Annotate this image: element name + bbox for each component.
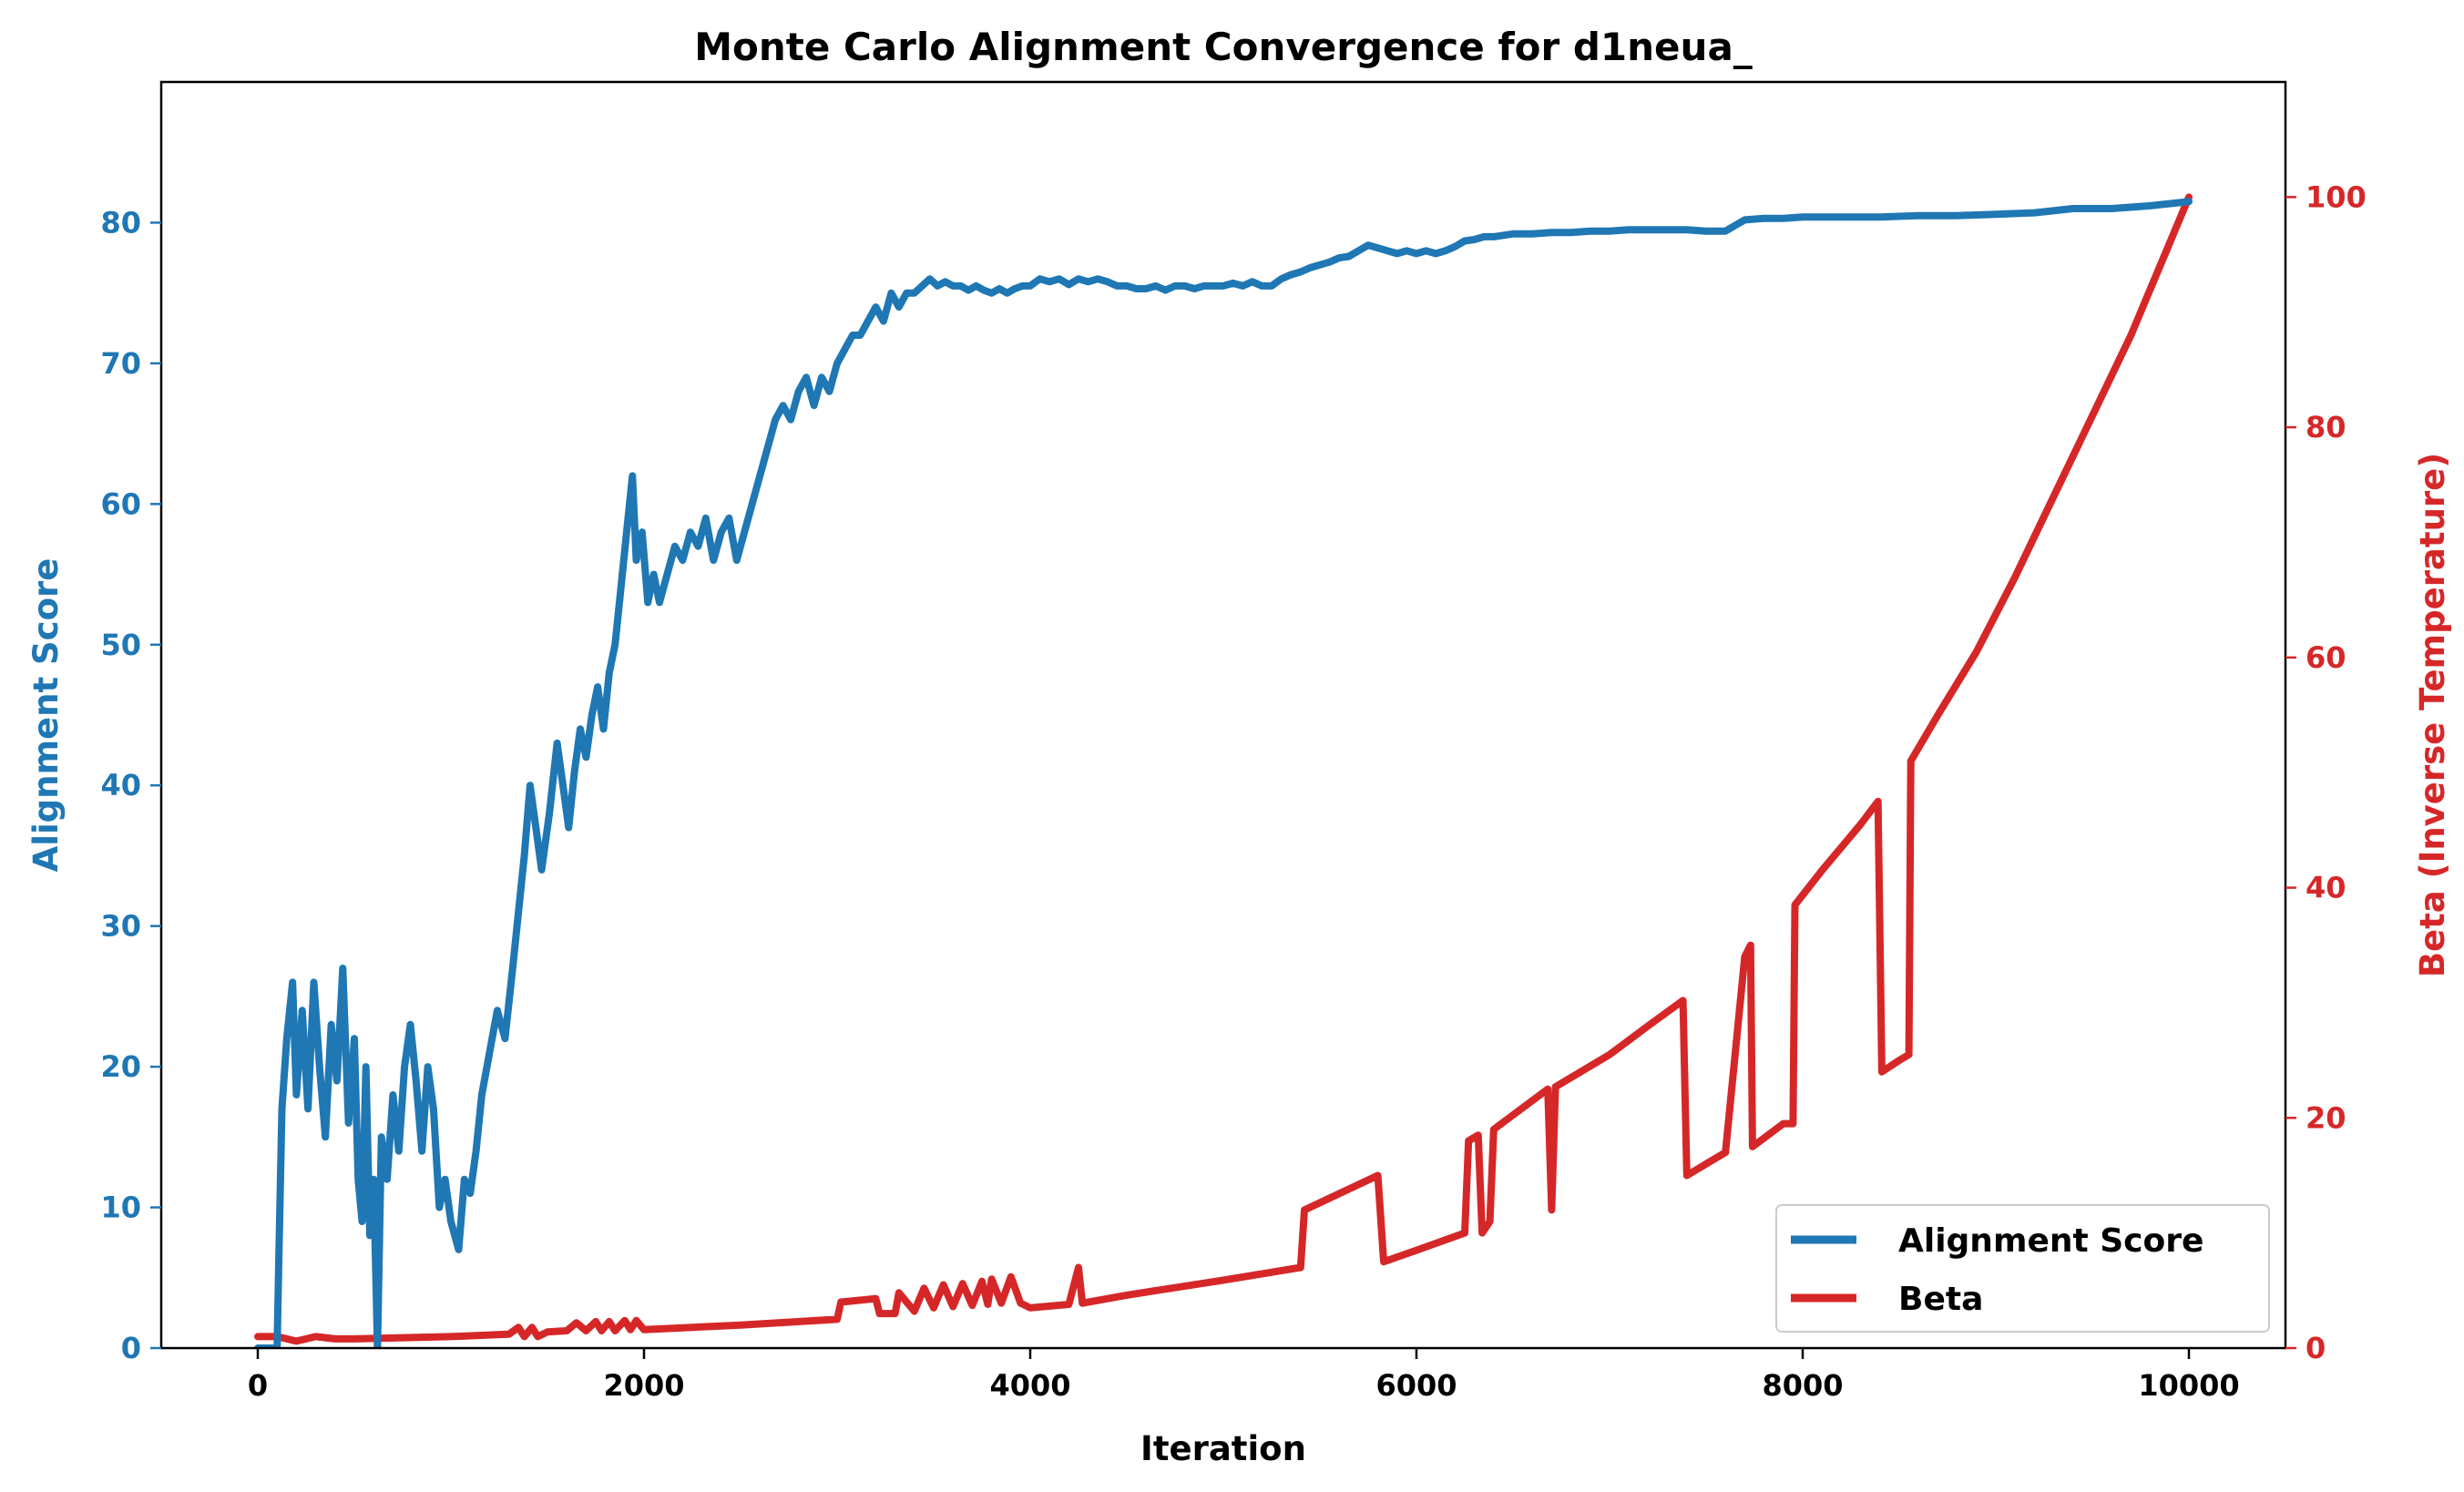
y-tick-label: 10 <box>100 1191 141 1225</box>
y-tick-label: 60 <box>100 486 141 521</box>
legend-box <box>1775 1204 2270 1333</box>
x-tick-label: 8000 <box>1762 1368 1843 1403</box>
plot-frame <box>159 80 2287 1350</box>
y2-tick-label: 20 <box>2306 1100 2346 1135</box>
y-tick-label: 40 <box>100 768 141 802</box>
x-tick-label: 2000 <box>603 1368 684 1403</box>
x-tick-label: 6000 <box>1375 1368 1457 1403</box>
plot-area <box>254 193 2193 1348</box>
chart-title: Monte Carlo Alignment Convergence for d1… <box>694 25 1753 69</box>
y2-tick-label: 40 <box>2306 871 2346 905</box>
x-axis-label: Iteration <box>1140 1429 1306 1468</box>
y-tick-label: 0 <box>121 1331 141 1365</box>
y-tick-label: 80 <box>100 205 141 240</box>
y-tick-label: 30 <box>100 909 141 944</box>
y2-tick-label: 80 <box>2306 410 2346 445</box>
y-tick-label: 20 <box>100 1049 141 1084</box>
legend: Alignment Score Beta <box>1775 1204 2270 1333</box>
y2-tick-label: 0 <box>2306 1331 2326 1365</box>
y-axis-label: Alignment Score <box>26 558 66 873</box>
legend-label-alignment-score: Alignment Score <box>1898 1222 2203 1260</box>
y-tick-label: 70 <box>100 346 141 381</box>
series-line-alignment-score <box>254 198 2193 1348</box>
legend-label-beta: Beta <box>1898 1281 1983 1318</box>
x-tick-label: 0 <box>248 1368 268 1403</box>
y2-tick-label: 60 <box>2306 640 2346 675</box>
x-tick-label: 4000 <box>989 1368 1070 1403</box>
y-tick-label: 50 <box>100 628 141 662</box>
y2-axis-label: Beta (Inverse Temperature) <box>2413 453 2452 977</box>
y2-tick-label: 100 <box>2306 179 2367 214</box>
x-tick-label: 10000 <box>2138 1368 2239 1403</box>
series-line-beta <box>254 193 2193 1345</box>
axes: 0 2000 4000 6000 8000 10000 0 10 20 30 40 50 60 70 80 0… <box>100 80 2367 1403</box>
